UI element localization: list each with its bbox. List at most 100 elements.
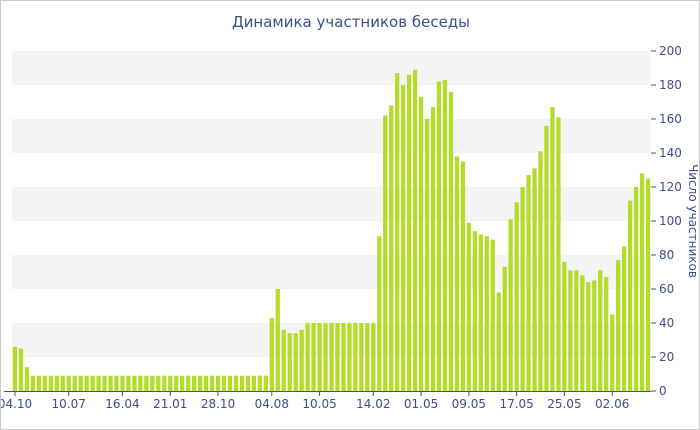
bar xyxy=(412,69,418,391)
x-tick-label: 25.05 xyxy=(547,397,581,411)
bar xyxy=(36,375,42,391)
bar xyxy=(365,323,370,391)
x-tick-label: 14.02 xyxy=(356,397,390,411)
x-tick-label: 04.08 xyxy=(255,397,289,411)
bar xyxy=(245,375,251,391)
bar xyxy=(150,375,155,391)
bar xyxy=(442,79,448,392)
bar xyxy=(616,260,621,391)
grid-band xyxy=(12,187,651,221)
bar xyxy=(102,375,107,391)
bar xyxy=(574,270,579,391)
bar xyxy=(502,266,507,391)
bar xyxy=(84,375,89,391)
bar xyxy=(281,329,286,391)
bar xyxy=(406,74,412,392)
bar xyxy=(144,375,149,391)
y-tick-label: 160 xyxy=(659,112,682,126)
bar xyxy=(347,323,352,391)
bar xyxy=(520,187,525,391)
x-tick-label: 10.07 xyxy=(52,397,86,411)
x-tick-label: 04.10 xyxy=(1,397,32,411)
y-tick-label: 140 xyxy=(659,146,682,160)
bar xyxy=(239,375,245,391)
bar xyxy=(592,280,597,391)
bar xyxy=(568,270,573,391)
grid-band xyxy=(12,51,651,85)
bar xyxy=(418,96,424,392)
bar xyxy=(383,115,388,391)
bar xyxy=(478,234,483,391)
bar xyxy=(627,200,633,391)
x-tick-label: 17.05 xyxy=(499,397,533,411)
y-tick-label: 60 xyxy=(659,282,674,296)
y-tick-label: 80 xyxy=(659,248,674,262)
bar xyxy=(233,375,239,391)
bar xyxy=(12,346,18,391)
bar xyxy=(610,314,615,391)
bar xyxy=(174,375,179,391)
bar xyxy=(580,275,585,391)
x-tick-label: 10.05 xyxy=(302,397,336,411)
y-tick-label: 40 xyxy=(659,316,674,330)
bar xyxy=(639,173,645,391)
x-tick-label: 21.01 xyxy=(153,397,187,411)
x-tick-label: 28.10 xyxy=(201,397,235,411)
bar xyxy=(54,375,59,391)
bar xyxy=(221,375,227,391)
bar xyxy=(66,375,71,391)
bar xyxy=(126,375,131,391)
bar xyxy=(359,323,364,391)
bar xyxy=(287,333,292,391)
bar xyxy=(556,117,561,392)
bar xyxy=(275,289,280,391)
bar xyxy=(132,375,137,391)
bar xyxy=(538,151,543,391)
bar xyxy=(323,323,328,391)
bar xyxy=(24,367,30,391)
bar-series xyxy=(12,69,651,392)
x-tick-label: 01.05 xyxy=(404,397,438,411)
bar xyxy=(186,375,191,391)
y-tick-label: 120 xyxy=(659,180,682,194)
bar xyxy=(335,323,340,391)
bar xyxy=(162,375,167,391)
y-axis-ticks: 0 20 40 60 80 100 120 140 160 180 200 xyxy=(651,44,682,398)
x-tick-label: 09.05 xyxy=(452,397,486,411)
bar xyxy=(526,175,531,391)
bar xyxy=(353,323,358,391)
bar xyxy=(227,375,233,391)
bar xyxy=(544,125,549,392)
bar xyxy=(598,270,603,391)
bar xyxy=(48,375,53,391)
bar xyxy=(448,91,454,392)
bar xyxy=(454,156,460,391)
bar xyxy=(78,375,83,391)
y-tick-label: 100 xyxy=(659,214,682,228)
bar xyxy=(329,323,334,391)
grid-bands xyxy=(12,51,651,357)
y-tick-label: 20 xyxy=(659,350,674,364)
bar xyxy=(633,187,639,391)
chart-title: Динамика участников беседы xyxy=(231,13,471,31)
bar xyxy=(377,236,382,391)
bar xyxy=(586,282,591,391)
x-tick-label: 02.06 xyxy=(595,397,629,411)
bar xyxy=(251,375,257,391)
bar xyxy=(621,246,627,391)
bar xyxy=(257,375,262,391)
bar xyxy=(395,73,400,391)
y-tick-label: 0 xyxy=(659,384,667,398)
x-tick-label: 16.04 xyxy=(105,397,139,411)
bar xyxy=(114,375,119,391)
x-axis-ticks: 04.10 10.07 16.04 21.01 28.10 04.08 10.05 14.02… xyxy=(1,391,629,411)
bar xyxy=(90,375,95,391)
bar xyxy=(72,375,77,391)
bar xyxy=(209,375,215,391)
bar xyxy=(317,323,322,391)
bar xyxy=(496,292,501,391)
bar xyxy=(293,333,298,391)
bar xyxy=(490,239,495,391)
